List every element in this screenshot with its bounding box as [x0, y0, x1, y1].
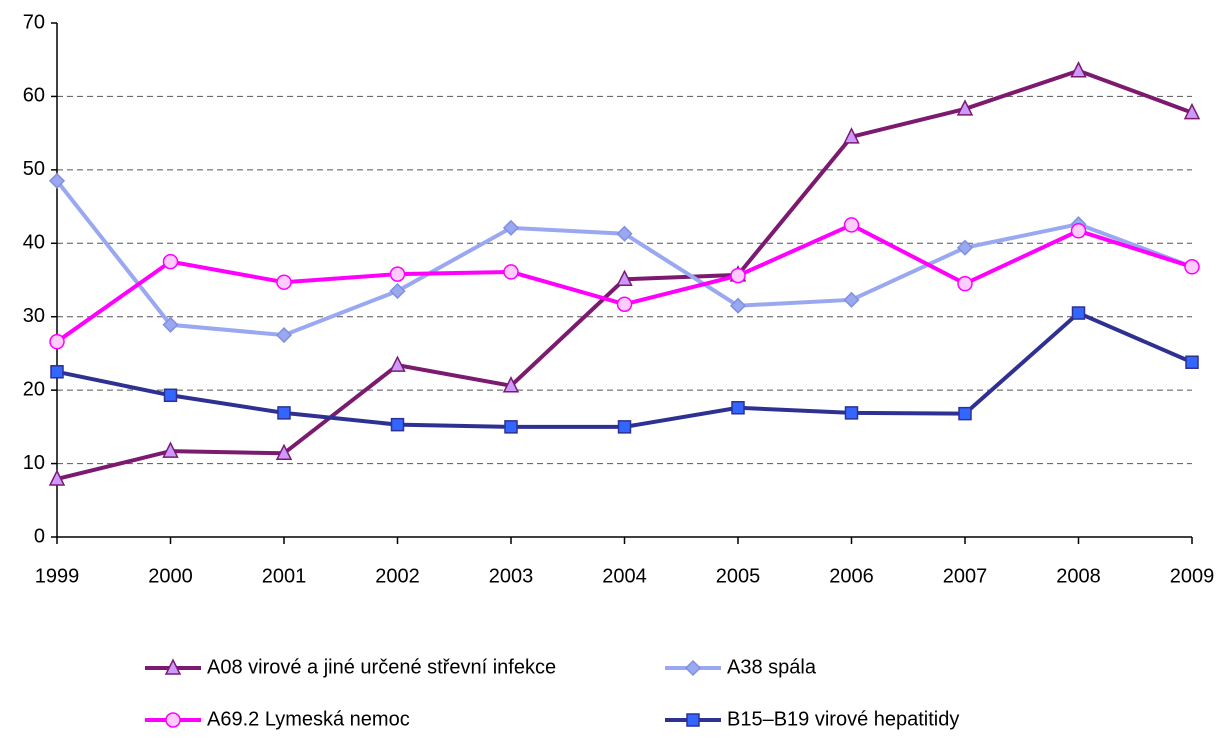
marker [277, 406, 291, 420]
marker [958, 406, 972, 421]
x-tick-label: 2000 [148, 565, 193, 587]
marker [275, 443, 293, 461]
y-tick-label: 60 [23, 85, 45, 107]
x-tick-label: 2001 [262, 565, 307, 587]
x-tick-label: 2008 [1056, 565, 1101, 587]
marker [1184, 259, 1200, 275]
marker [162, 316, 179, 333]
marker [389, 266, 406, 282]
marker [730, 267, 746, 284]
x-tick-label: 2002 [375, 565, 420, 587]
legend-label: A69.2 Lymeská nemoc [207, 708, 410, 730]
marker [1185, 355, 1199, 369]
marker [390, 417, 405, 432]
marker [504, 420, 518, 434]
legend-label: A38 spála [727, 656, 817, 678]
x-tick-label: 1999 [35, 565, 80, 587]
marker [616, 296, 633, 312]
marker [1070, 223, 1087, 239]
y-tick-label: 70 [23, 11, 45, 33]
marker [616, 225, 633, 242]
marker [686, 713, 700, 727]
marker [843, 217, 860, 233]
y-tick-label: 40 [23, 232, 45, 254]
y-tick-label: 0 [34, 525, 45, 547]
marker [843, 127, 860, 144]
marker [1070, 61, 1087, 78]
y-tick-label: 10 [23, 452, 45, 474]
marker [1183, 102, 1201, 120]
y-tick-label: 30 [23, 305, 45, 327]
marker [729, 297, 747, 314]
marker [48, 172, 66, 189]
marker [844, 406, 859, 420]
marker [1071, 306, 1086, 320]
marker [275, 327, 293, 344]
marker [617, 420, 632, 434]
marker [502, 376, 520, 393]
marker [502, 219, 520, 236]
x-tick-label: 2006 [829, 565, 874, 587]
marker [843, 291, 860, 308]
legend-label: B15–B19 virové hepatitidy [727, 708, 959, 730]
marker [503, 264, 519, 280]
marker [957, 275, 973, 292]
marker [731, 401, 745, 415]
x-tick-label: 2004 [602, 565, 647, 587]
x-tick-label: 2009 [1170, 565, 1215, 587]
marker [165, 712, 181, 728]
marker [162, 441, 179, 458]
marker [389, 355, 406, 372]
marker [276, 274, 292, 290]
marker [956, 239, 974, 256]
marker [49, 333, 65, 350]
marker [389, 282, 406, 300]
marker [162, 253, 179, 270]
marker [684, 659, 702, 677]
marker [956, 99, 974, 116]
legend-label: A08 virové a jiné určené střevní infekce [207, 656, 556, 678]
x-tick-label: 2003 [489, 565, 534, 587]
y-tick-label: 50 [23, 158, 45, 180]
marker [48, 469, 66, 486]
x-tick-label: 2007 [943, 565, 988, 587]
marker [164, 658, 182, 675]
marker [50, 365, 64, 379]
y-tick-label: 20 [23, 378, 45, 400]
x-tick-label: 2005 [716, 565, 761, 587]
marker [163, 388, 178, 403]
marker [616, 269, 633, 287]
